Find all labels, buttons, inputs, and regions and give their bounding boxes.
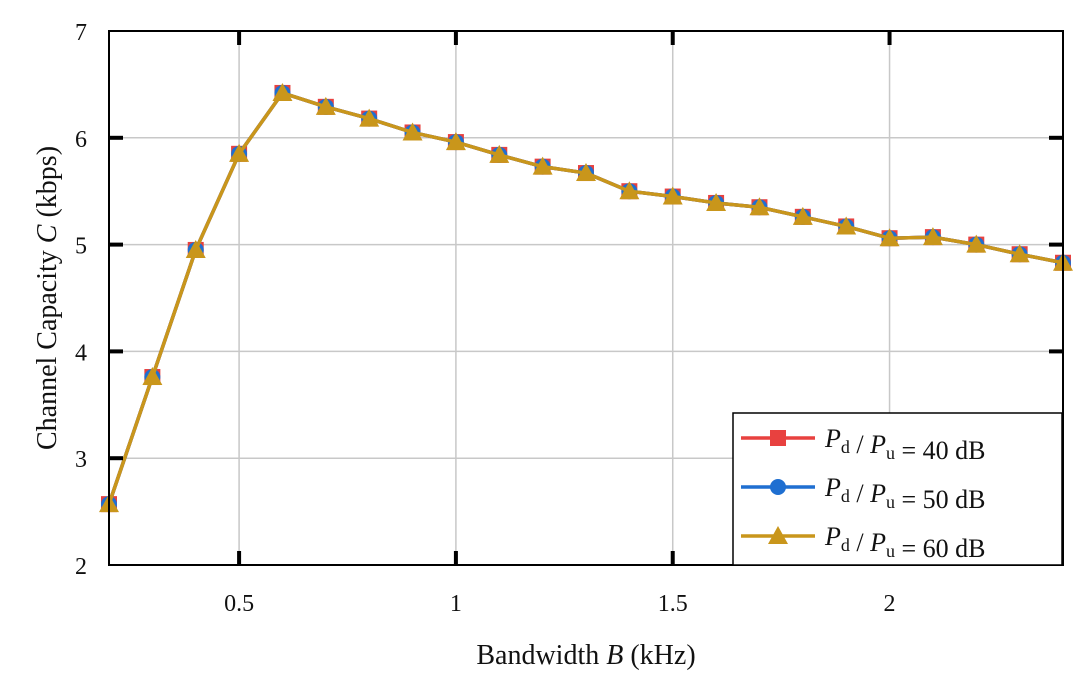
triangle-marker [662, 186, 683, 205]
legend-label-part: P [824, 473, 841, 502]
y-tick-label: 3 [75, 447, 87, 473]
y-axis-title-prefix: Channel Capacity [32, 243, 63, 450]
y-axis-title-variable: C [32, 224, 63, 243]
triangle-marker [768, 526, 788, 544]
plot-series [99, 82, 1073, 513]
legend-label-part: u [886, 443, 895, 463]
triangle-marker [445, 132, 466, 151]
y-tick-label: 5 [75, 234, 87, 260]
triangle-marker [922, 227, 943, 246]
circle-marker [770, 479, 786, 495]
plot-frame [108, 30, 1064, 566]
legend-label-part: u [886, 541, 895, 561]
legend-label-part: d [841, 437, 850, 457]
legend-label-part: = 50 dB [895, 485, 986, 514]
legend-label-part: / [850, 430, 870, 459]
triangle-marker [966, 234, 987, 253]
x-tick-label: 1 [450, 591, 462, 617]
x-axis-title-prefix: Bandwidth [476, 640, 606, 671]
triangle-marker [142, 367, 163, 386]
x-tick-label: 0.5 [224, 591, 254, 617]
triangle-marker [1009, 244, 1030, 263]
series-3 [99, 82, 1073, 513]
y-tick-label: 4 [75, 340, 87, 366]
triangle-marker [359, 108, 380, 127]
legend-label-part: P [869, 430, 886, 459]
legend-label-part: d [841, 486, 850, 506]
plot-border [108, 30, 1064, 566]
legend-label-part: u [886, 492, 895, 512]
triangle-marker [836, 216, 857, 235]
legend-label-part: = 40 dB [895, 436, 986, 465]
legend-item: Pd / Pu = 60 dB [741, 522, 986, 563]
triangle-marker [229, 143, 250, 162]
axis-ticks: 0.5 1 1.5 2 2 3 4 5 6 7 [75, 20, 1063, 617]
triangle-marker [185, 239, 206, 258]
x-axis-title-variable: B [606, 640, 623, 671]
triangle-marker [489, 144, 510, 163]
triangle-marker [315, 96, 336, 115]
legend-label-part: d [841, 535, 850, 555]
legend-item: Pd / Pu = 50 dB [741, 473, 986, 514]
triangle-marker [532, 156, 553, 175]
legend-label-part: P [824, 424, 841, 453]
y-tick-label: 2 [75, 554, 87, 580]
x-tick-label: 1.5 [658, 591, 688, 617]
triangle-marker [576, 163, 596, 182]
triangle-marker [272, 82, 293, 101]
y-tick-label: 6 [75, 127, 87, 153]
legend-label: Pd / Pu = 40 dB [824, 424, 986, 465]
y-tick-label: 7 [75, 20, 87, 46]
triangle-marker [749, 197, 770, 216]
square-marker [770, 430, 786, 446]
y-axis-title-unit: (kbps) [32, 146, 63, 225]
legend-label: Pd / Pu = 60 dB [824, 522, 986, 563]
legend-label-part: P [869, 528, 886, 557]
x-axis-title-unit: (kHz) [623, 640, 695, 671]
legend-label-part: = 60 dB [895, 534, 986, 563]
x-axis-title: Bandwidth B (kHz) [476, 640, 695, 671]
legend-label-part: / [850, 479, 870, 508]
legend-label-part: P [824, 522, 841, 551]
legend-label-part: P [869, 479, 886, 508]
legend-item: Pd / Pu = 40 dB [741, 424, 986, 465]
triangle-marker [619, 181, 640, 200]
x-tick-label: 2 [884, 591, 896, 617]
grid-lines [109, 31, 1063, 565]
triangle-marker [879, 228, 900, 247]
triangle-marker [706, 192, 727, 211]
triangle-marker [792, 206, 813, 225]
triangle-marker [402, 122, 423, 141]
legend-label-part: / [850, 528, 870, 557]
legend-label: Pd / Pu = 50 dB [824, 473, 986, 514]
y-axis-title: Channel Capacity C (kbps) [32, 146, 63, 450]
